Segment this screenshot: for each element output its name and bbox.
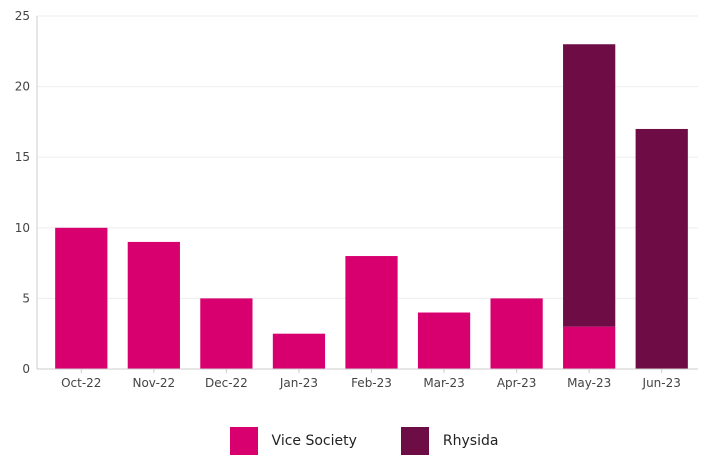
bar-vice-society-oct-22 xyxy=(55,227,108,369)
x-tick-label-feb-23: Feb-23 xyxy=(351,376,392,390)
bar-vice-society-may-23 xyxy=(563,326,616,369)
x-tick-label-jun-23: Jun-23 xyxy=(642,376,681,390)
bar-vice-society-dec-22 xyxy=(200,298,253,369)
y-tick-label-15: 15 xyxy=(15,150,30,164)
bar-rhysida-jun-23 xyxy=(635,128,688,369)
bar-vice-society-jan-23 xyxy=(272,333,326,369)
legend-swatch-rhysida xyxy=(400,427,429,455)
y-tick-label-0: 0 xyxy=(22,362,30,376)
x-tick-label-nov-22: Nov-22 xyxy=(132,376,175,390)
bar-vice-society-apr-23 xyxy=(490,298,543,369)
y-tick-label-20: 20 xyxy=(15,80,30,94)
axes: 0 5 10 15 20 25 Oct-22 Nov-22 Dec-22 Jan-23 Feb-23… xyxy=(15,9,698,390)
y-tick-label-5: 5 xyxy=(22,291,30,305)
bar-vice-society-mar-23 xyxy=(417,312,471,369)
x-tick-label-apr-23: Apr-23 xyxy=(497,376,537,390)
x-tick-label-mar-23: Mar-23 xyxy=(423,376,464,390)
bar-vice-society-nov-22 xyxy=(127,241,180,369)
bars xyxy=(55,44,688,369)
y-tick-label-25: 25 xyxy=(15,9,30,23)
bar-rhysida-may-23 xyxy=(563,44,616,327)
legend: Vice Society Rhysida xyxy=(0,424,728,458)
x-tick-label-oct-22: Oct-22 xyxy=(61,376,101,390)
legend-label-vice-society: Vice Society xyxy=(271,433,357,449)
y-tick-label-10: 10 xyxy=(15,221,30,235)
legend-item-rhysida: Rhysida xyxy=(400,427,499,455)
x-tick-label-dec-22: Dec-22 xyxy=(205,376,248,390)
legend-swatch-vice-society xyxy=(229,427,258,455)
bar-chart: 0 5 10 15 20 25 Oct-22 Nov-22 Dec-22 Jan-23 Feb-23… xyxy=(15,9,698,390)
legend-label-rhysida: Rhysida xyxy=(442,433,499,449)
legend-item-vice-society: Vice Society xyxy=(229,427,357,455)
bar-vice-society-feb-23 xyxy=(345,256,398,369)
x-tick-label-jan-23: Jan-23 xyxy=(279,376,318,390)
x-tick-label-may-23: May-23 xyxy=(567,376,611,390)
